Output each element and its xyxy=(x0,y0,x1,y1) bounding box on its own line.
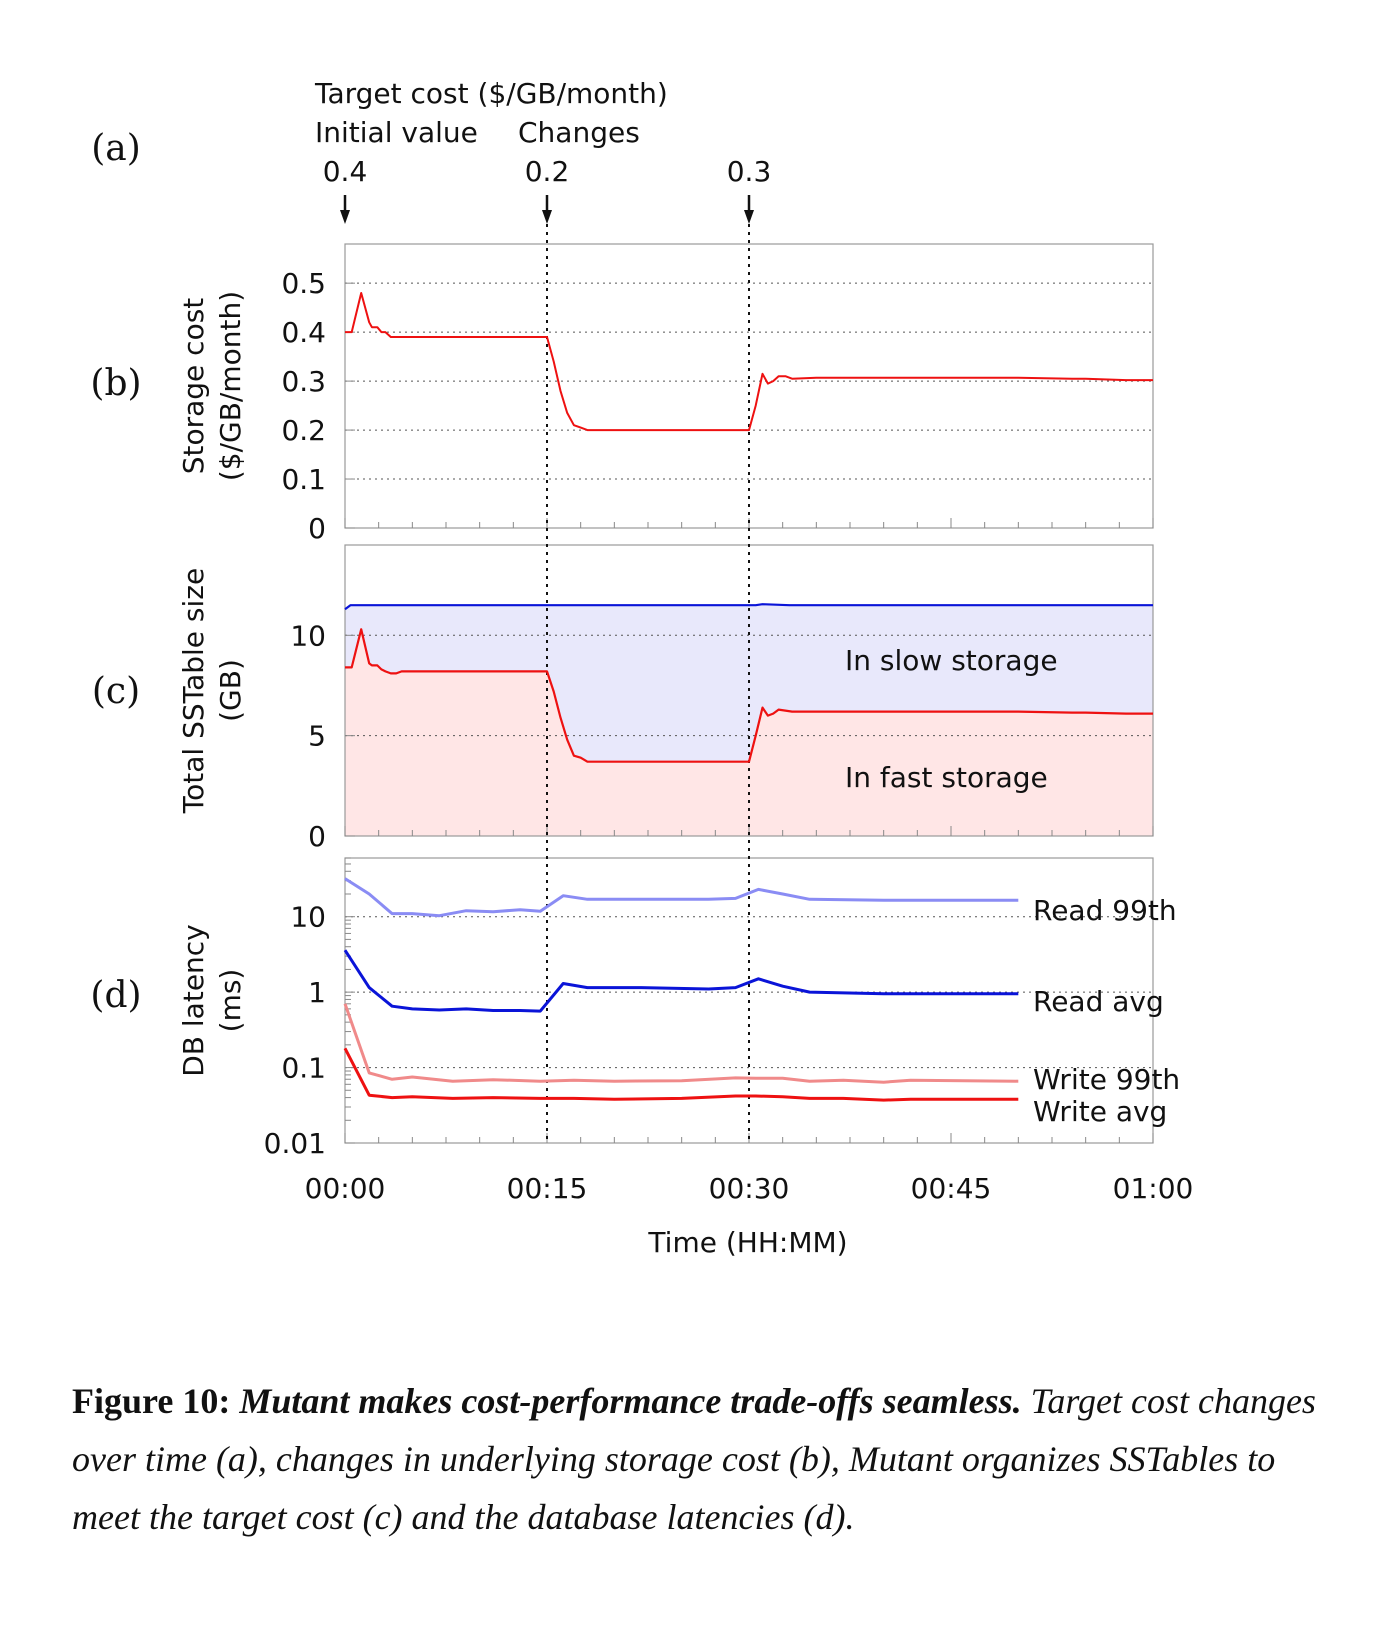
target-cost-title: Target cost ($/GB/month) xyxy=(314,77,668,110)
figure-caption: Figure 10: Mutant makes cost-performance… xyxy=(72,1372,1352,1546)
write-99th-label: Write 99th xyxy=(1033,1063,1180,1096)
x-tick-label-4: 01:00 xyxy=(1113,1172,1194,1205)
down-arrow-icon xyxy=(340,210,350,224)
y-tick-label-b-3: 0.3 xyxy=(281,365,326,398)
x-axis-title: Time (HH:MM) xyxy=(647,1226,847,1259)
x-tick-label-2: 00:30 xyxy=(709,1172,790,1205)
down-arrow-icon xyxy=(542,210,552,224)
x-tick-label-1: 00:15 xyxy=(507,1172,588,1205)
y-tick-label-b-2: 0.2 xyxy=(281,414,326,447)
write-avg-line xyxy=(343,1047,1019,1102)
panel-label-a: (a) xyxy=(91,128,141,169)
fast-storage-label: In fast storage xyxy=(845,761,1048,794)
y-tick-label-b-0: 0 xyxy=(308,512,326,545)
read-99th-line xyxy=(344,877,1019,918)
y-axis-title-b: Storage cost ($/GB/month) xyxy=(177,291,247,481)
figure-10-chart: (a) (b) (c) (d) Target cost ($/GB/month) Init… xyxy=(90,77,1194,1259)
write-99th-line xyxy=(343,1003,1019,1084)
caption-title: Mutant makes cost-performance trade-offs… xyxy=(239,1381,1022,1421)
storage-cost-line xyxy=(345,292,1153,432)
panel-label-c: (c) xyxy=(92,671,140,712)
y-tick-label-d-0: 0.01 xyxy=(264,1127,326,1160)
panel-label-b: (b) xyxy=(90,363,141,404)
write-avg-label: Write avg xyxy=(1033,1095,1167,1128)
y-axis-title-line2: (ms) xyxy=(214,969,247,1033)
y-axis-title-line2: ($/GB/month) xyxy=(214,291,247,481)
y-tick-label-b-1: 0.1 xyxy=(281,463,326,496)
y-tick-label-b-5: 0.5 xyxy=(281,267,326,300)
y-tick-label-c-1: 5 xyxy=(308,720,326,753)
y-tick-label-d-1: 0.1 xyxy=(281,1052,326,1085)
caption-body: Target cost changes over time (a), chang… xyxy=(72,1381,1316,1537)
x-tick-label-3: 00:45 xyxy=(911,1172,992,1205)
y-tick-label-c-0: 0 xyxy=(308,820,326,853)
slow-storage-label: In slow storage xyxy=(845,644,1058,677)
read-99th-label: Read 99th xyxy=(1033,894,1177,927)
down-arrow-icon xyxy=(744,210,754,224)
target-cost-value-1: 0.2 xyxy=(525,155,570,188)
y-axis-title-line1: Storage cost xyxy=(177,298,210,475)
y-axis-title-d: DB latency (ms) xyxy=(177,924,247,1077)
y-axis-title-line1: Total SSTable size xyxy=(177,568,210,814)
y-tick-label-c-2: 10 xyxy=(290,619,326,652)
y-tick-label-d-2: 1 xyxy=(308,976,326,1009)
fast-storage-line xyxy=(345,628,1153,763)
x-tick-label-0: 00:00 xyxy=(305,1172,386,1205)
y-tick-label-b-4: 0.4 xyxy=(281,316,326,349)
caption-figure-label: Figure 10: xyxy=(72,1381,231,1421)
y-axis-title-line2: (GB) xyxy=(214,659,247,722)
target-cost-value-2: 0.3 xyxy=(727,155,772,188)
y-axis-title-c: Total SSTable size (GB) xyxy=(177,568,247,814)
read-avg-label: Read avg xyxy=(1033,985,1164,1018)
initial-value-header: Initial value xyxy=(315,116,478,149)
y-axis-title-line1: DB latency xyxy=(177,924,210,1077)
slow-storage-line xyxy=(344,603,1153,611)
read-avg-line xyxy=(343,949,1019,1013)
changes-header: Changes xyxy=(518,116,640,149)
target-cost-value-0: 0.4 xyxy=(323,155,368,188)
panel-label-d: (d) xyxy=(90,975,141,1016)
y-tick-label-d-3: 10 xyxy=(290,901,326,934)
